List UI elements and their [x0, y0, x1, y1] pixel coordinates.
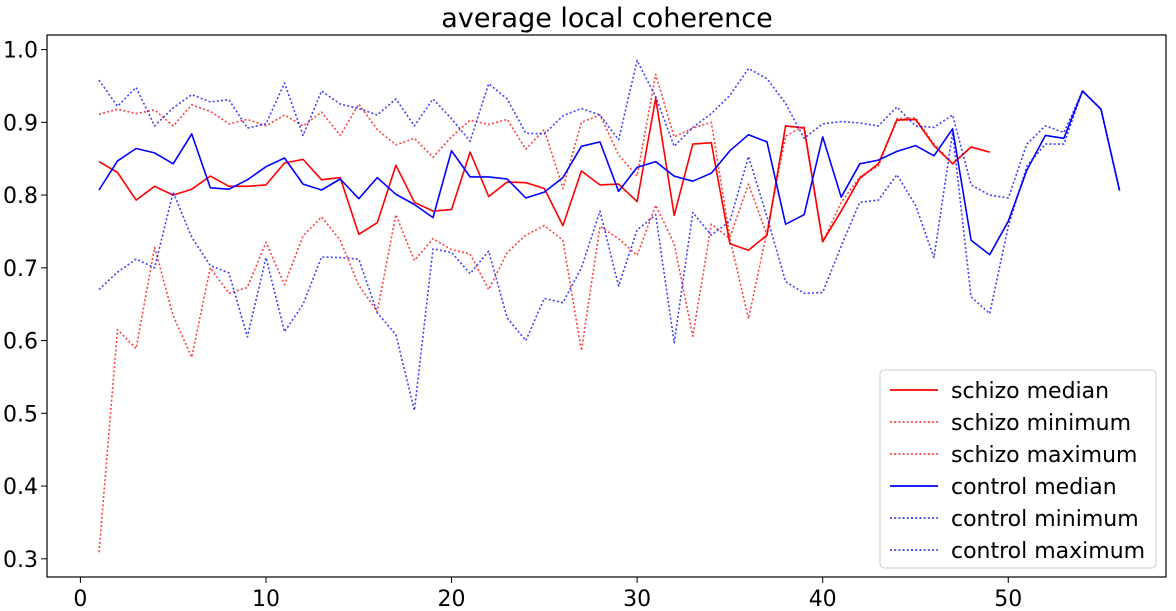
- series-line-control-maximum: [98, 59, 1121, 199]
- legend-label-control-maximum: control maximum: [951, 539, 1145, 564]
- series-line-schizo-median: [98, 97, 990, 252]
- y-tick-label: 0.5: [3, 402, 38, 427]
- legend-label-control-median: control median: [951, 475, 1117, 500]
- legend-label-control-minimum: control minimum: [951, 507, 1139, 532]
- legend-label-schizo-maximum: schizo maximum: [951, 443, 1137, 468]
- legend-label-schizo-minimum: schizo minimum: [951, 411, 1131, 436]
- y-tick-label: 0.8: [3, 184, 38, 209]
- x-tick-label: 20: [438, 587, 466, 611]
- y-tick-label: 0.7: [3, 257, 38, 282]
- y-tick-label: 0.4: [3, 475, 38, 500]
- x-tick-label: 50: [994, 587, 1022, 611]
- x-tick-label: 0: [73, 587, 87, 611]
- legend-label-schizo-median: schizo median: [951, 379, 1109, 404]
- plot-area-frame: [46, 34, 1167, 578]
- series-line-control-minimum: [98, 90, 1121, 412]
- series-line-schizo-minimum: [98, 117, 990, 553]
- y-tick-label: 1.0: [3, 39, 38, 64]
- series-line-control-median: [98, 90, 1121, 256]
- y-tick-label: 0.9: [3, 111, 38, 136]
- series-line-schizo-maximum: [98, 73, 990, 243]
- series-layer: [98, 59, 1121, 553]
- y-axis: 0.3 0.4 0.5 0.6 0.7 0.8 0.9 1.0: [3, 39, 47, 573]
- chart-title: average local coherence: [441, 3, 772, 34]
- legend-box: [879, 369, 1157, 569]
- x-tick-label: 40: [809, 587, 837, 611]
- x-tick-label: 10: [252, 587, 280, 611]
- x-tick-label: 30: [623, 587, 651, 611]
- legend: schizo median schizo minimum schizo maximu…: [879, 369, 1157, 569]
- y-tick-label: 0.6: [3, 330, 38, 355]
- y-tick-label: 0.3: [3, 548, 38, 573]
- x-axis: 0 10 20 30 40 50: [73, 577, 1022, 611]
